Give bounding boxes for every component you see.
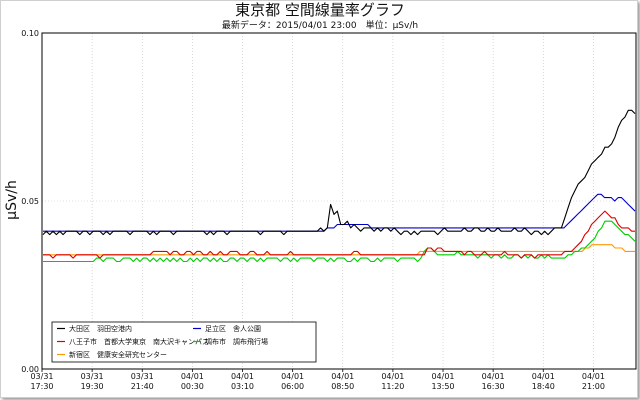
series-line-hachioji: [43, 210, 635, 259]
x-tick-date: 04/01: [331, 372, 354, 381]
x-tick-time: 21:40: [131, 382, 154, 391]
y-tick-label: 0.00: [21, 365, 39, 374]
legend-label-ota: 大田区 羽田空港内: [69, 324, 132, 333]
x-tick-time: 00:30: [181, 382, 204, 391]
legend-label-hachioji: 八王子市 首都大学東京 南大沢キャンパス: [69, 337, 209, 346]
y-tick-label: 0.05: [21, 197, 39, 206]
x-tick-date: 03/31: [81, 372, 104, 381]
x-tick-time: 18:40: [532, 382, 555, 391]
legend: 大田区 羽田空港内 足立区 舎人公園 八王子市 首都大学東京 南大沢キャンパス …: [51, 321, 317, 363]
plot-area: [41, 32, 637, 370]
legend-box: [51, 321, 317, 363]
legend-label-chofu: 調布市 調布飛行場: [205, 337, 268, 346]
x-tick-time: 11:20: [381, 382, 404, 391]
x-tick-time: 03:10: [231, 382, 254, 391]
x-tick-date: 04/01: [381, 372, 404, 381]
legend-label-shinjuku: 新宿区 健康安全研究センター: [69, 350, 167, 359]
x-tick-time: 16:30: [482, 382, 505, 391]
x-tick-date: 04/01: [231, 372, 254, 381]
series-group: [42, 109, 636, 263]
x-tick-date: 03/31: [131, 372, 154, 381]
series-line-adachi: [43, 193, 636, 232]
x-tick-date: 03/31: [30, 372, 53, 381]
x-tick-time: 21:00: [582, 382, 605, 391]
x-tick-time: 13:50: [431, 382, 454, 391]
chart-title: 東京都 空間線量率グラフ: [235, 1, 405, 19]
y-axis-label: μSv/h: [4, 180, 20, 220]
x-tick-date: 04/01: [431, 372, 454, 381]
x-tick-time: 06:00: [281, 382, 304, 391]
chart-subtitle: 最新データ：2015/04/01 23:00 単位：μSv/h: [222, 19, 418, 31]
series-line-ota: [42, 109, 636, 236]
axis-ticks: 0.000.050.1003/3117:3003/3119:3003/3121:…: [21, 29, 605, 391]
x-tick-date: 04/01: [281, 372, 304, 381]
x-tick-time: 19:30: [81, 382, 104, 391]
x-tick-date: 04/01: [181, 372, 204, 381]
series-line-shinjuku: [43, 244, 635, 256]
x-tick-date: 04/01: [482, 372, 505, 381]
grid: [41, 32, 636, 370]
x-tick-time: 17:30: [30, 382, 53, 391]
x-tick-date: 04/01: [582, 372, 605, 381]
x-tick-time: 08:50: [331, 382, 354, 391]
series-line-chofu: [43, 220, 636, 263]
x-tick-date: 04/01: [532, 372, 555, 381]
y-tick-label: 0.10: [21, 29, 39, 38]
legend-label-adachi: 足立区 舎人公園: [205, 324, 261, 333]
